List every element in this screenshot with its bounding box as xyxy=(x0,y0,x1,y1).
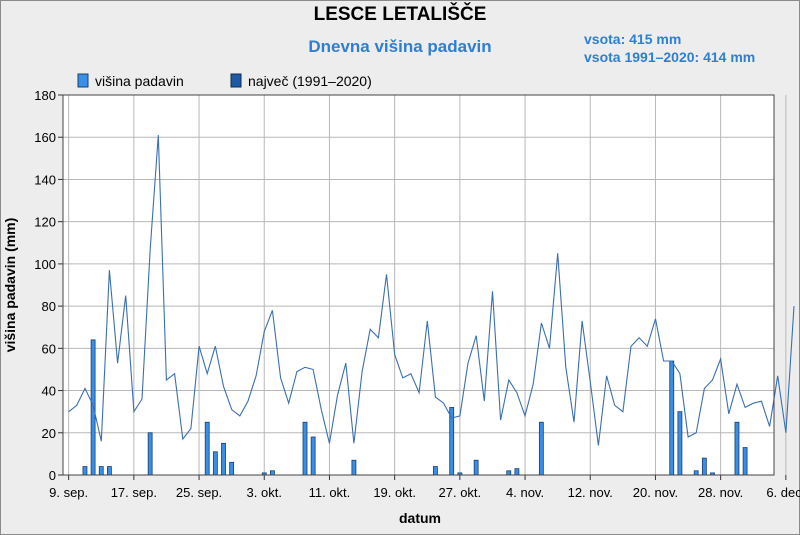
x-tick-label: 12. nov. xyxy=(568,485,613,500)
x-tick-label: 3. okt. xyxy=(247,485,282,500)
x-axis-label: datum xyxy=(399,510,441,526)
y-tick-label: 100 xyxy=(34,257,56,272)
legend-label-daily: višina padavin xyxy=(95,73,184,89)
reference-sum: vsota 1991–2020: 414 mm xyxy=(584,49,756,65)
legend-label-max: največ (1991–2020) xyxy=(248,73,372,89)
precipitation-bar xyxy=(734,421,740,476)
precipitation-bar xyxy=(506,470,512,476)
x-tick-label: 28. nov. xyxy=(698,485,743,500)
precipitation-bar xyxy=(269,470,275,476)
y-tick-label: 180 xyxy=(34,88,56,103)
precipitation-bar xyxy=(473,459,479,476)
x-tick-label: 25. sep. xyxy=(176,485,222,500)
x-tick-label: 20. nov. xyxy=(633,485,678,500)
precipitation-bar xyxy=(351,459,357,476)
x-tick-label: 4. nov. xyxy=(506,485,544,500)
precipitation-bar xyxy=(701,457,707,476)
x-tick-label: 19. okt. xyxy=(373,485,416,500)
max-precipitation-line xyxy=(68,135,795,446)
y-tick-label: 0 xyxy=(49,468,56,483)
x-tick-label: 9. sep. xyxy=(49,485,88,500)
y-tick-label: 80 xyxy=(42,299,56,314)
chart-subtitle: Dnevna višina padavin xyxy=(308,37,492,56)
y-tick-label: 60 xyxy=(42,341,56,356)
chart-title: LESCE LETALIŠČE xyxy=(313,4,487,25)
y-tick-label: 40 xyxy=(42,384,56,399)
precipitation-bar xyxy=(693,470,699,476)
legend-swatch-max xyxy=(230,73,242,88)
precipitation-bar xyxy=(432,466,438,476)
y-tick-label: 20 xyxy=(42,426,56,441)
precipitation-bar xyxy=(669,360,675,476)
y-axis-label: višina padavin (mm) xyxy=(2,218,18,353)
y-tick-label: 140 xyxy=(34,172,56,187)
plot-border xyxy=(62,94,775,476)
y-tick-label: 160 xyxy=(34,130,56,145)
x-tick-label: 17. sep. xyxy=(111,485,157,500)
total-sum: vsota: 415 mm xyxy=(584,31,682,47)
precipitation-bar xyxy=(204,421,210,476)
precipitation-bar xyxy=(147,432,153,476)
x-tick-label: 11. okt. xyxy=(309,485,351,500)
legend-swatch-daily xyxy=(77,73,89,88)
precipitation-bar xyxy=(212,451,218,476)
x-tick-label: 27. okt. xyxy=(439,485,482,500)
y-tick-label: 120 xyxy=(34,215,56,230)
x-tick-label: 6. dec. xyxy=(766,485,800,500)
precipitation-bar xyxy=(742,447,748,476)
precipitation-bar xyxy=(221,442,226,476)
plot-area xyxy=(63,95,774,475)
precipitation-bar xyxy=(538,421,544,476)
precipitation-bar xyxy=(107,466,112,476)
precipitation-bar xyxy=(98,466,104,476)
precipitation-bar xyxy=(82,466,88,476)
precipitation-bar xyxy=(229,461,235,476)
precipitation-bar xyxy=(514,468,520,476)
precipitation-bar xyxy=(677,411,683,476)
precipitation-bar xyxy=(310,436,316,476)
precipitation-bar xyxy=(302,421,308,476)
